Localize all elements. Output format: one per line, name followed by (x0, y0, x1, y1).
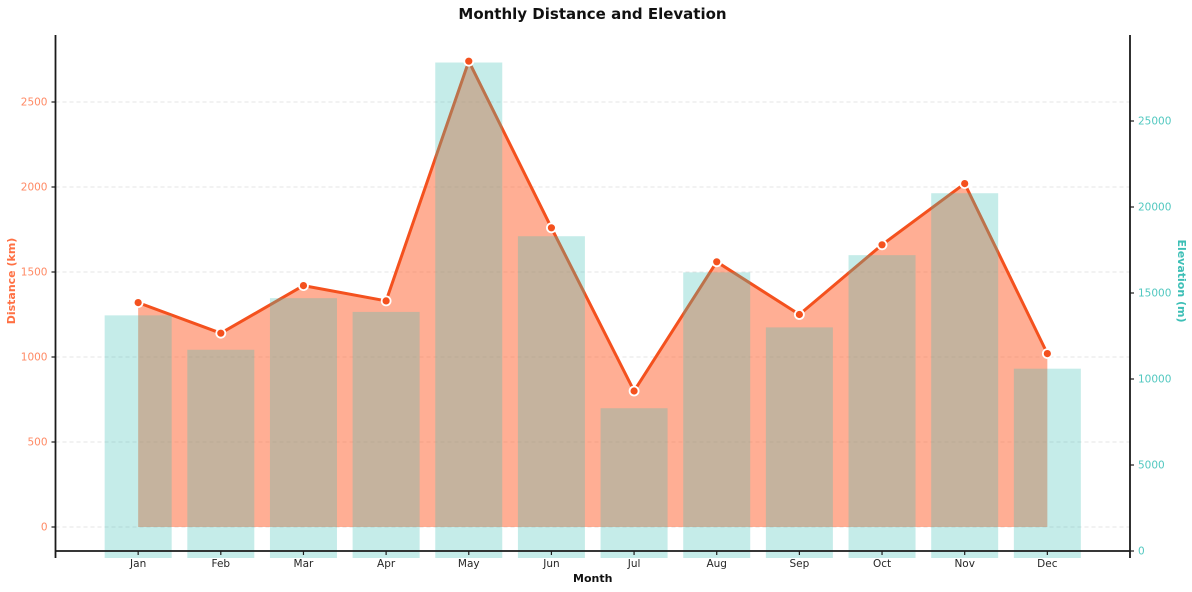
left-tick-label: 1500 (21, 267, 48, 279)
data-point-marker (298, 280, 309, 292)
elevation-bar (1013, 368, 1081, 558)
left-axis-label: Distance (km) (5, 238, 18, 325)
right-tick-label: 0 (1138, 546, 1145, 558)
data-point-marker (959, 178, 971, 190)
elevation-bar (683, 272, 751, 558)
right-tick-label: 25000 (1138, 116, 1171, 128)
elevation-bar (104, 315, 172, 558)
data-point-marker (876, 239, 888, 251)
data-point-marker (215, 327, 227, 339)
x-tick-label: Jan (129, 558, 146, 570)
chart-title: Monthly Distance and Elevation (458, 5, 727, 23)
x-tick-label: Mar (294, 558, 314, 570)
data-point-marker (380, 295, 392, 307)
data-point-marker (711, 256, 723, 268)
elevation-bar (600, 408, 668, 558)
elevation-bar (187, 349, 255, 558)
x-tick-label: Nov (954, 558, 975, 570)
data-point-marker (793, 309, 805, 320)
elevation-bar (848, 255, 916, 558)
right-tick-label: 15000 (1138, 288, 1171, 300)
right-tick-label: 5000 (1138, 460, 1165, 472)
x-tick-label: Oct (873, 558, 891, 570)
x-tick-label: Sep (789, 558, 809, 570)
elevation-bar (269, 298, 337, 558)
right-tick-label: 10000 (1138, 374, 1171, 386)
right-axis-label: Elevation (m) (1175, 239, 1188, 322)
x-tick-label: Jun (542, 558, 559, 570)
data-point-marker (628, 385, 640, 397)
distance-area (138, 61, 1048, 527)
elevation-bar (352, 311, 420, 558)
left-tick-label: 500 (27, 437, 47, 449)
elevation-bar (435, 62, 503, 559)
x-tick-label: Aug (706, 558, 727, 570)
x-tick-label: Dec (1037, 558, 1058, 570)
elevation-bar (517, 236, 585, 559)
right-tick-label: 20000 (1138, 202, 1171, 214)
x-axis-label: Month (573, 572, 612, 585)
distance-line (136, 59, 1049, 393)
elevation-bar (931, 193, 999, 559)
x-tick-label: Apr (377, 558, 396, 570)
elevation-bar (765, 327, 833, 558)
x-tick-label: May (458, 558, 480, 570)
left-tick-label: 1000 (21, 352, 48, 364)
left-tick-label: 2500 (21, 97, 48, 109)
data-point-marker (546, 222, 557, 234)
left-tick-label: 0 (41, 522, 48, 534)
left-tick-label: 2000 (21, 182, 48, 194)
data-point-marker (1041, 348, 1053, 360)
x-tick-label: Jul (627, 558, 641, 570)
data-point-marker (463, 55, 475, 67)
x-tick-label: Feb (212, 558, 231, 570)
data-point-marker (132, 297, 144, 309)
